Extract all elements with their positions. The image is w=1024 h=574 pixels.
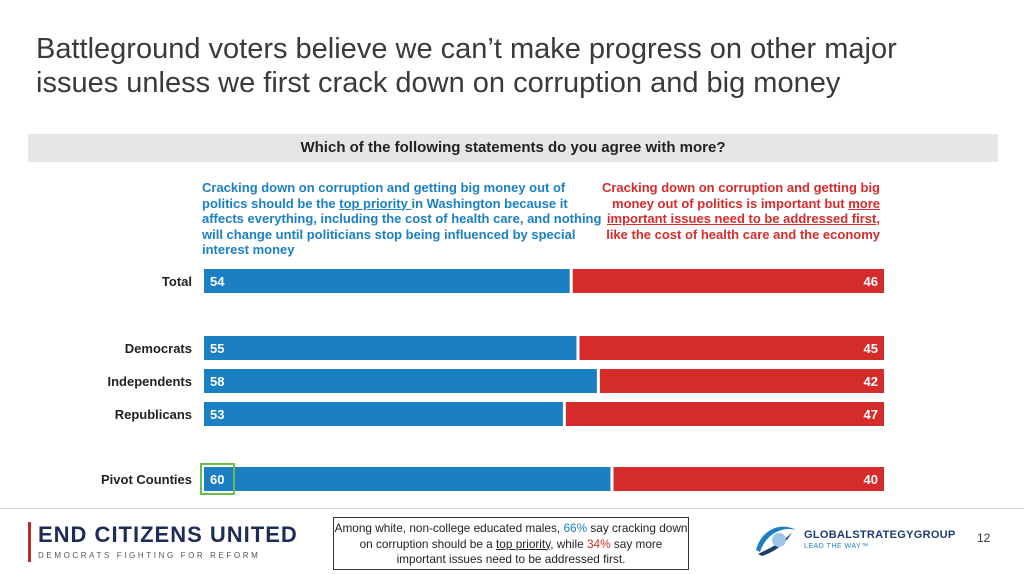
category-label-total: Total (162, 274, 192, 289)
data-label-total-other_issues_first: 46 (864, 274, 878, 289)
statement-left: Cracking down on corruption and getting … (202, 180, 602, 258)
category-label-pivot-counties: Pivot Counties (101, 472, 192, 487)
category-label-democrats: Democrats (125, 341, 192, 356)
question-banner: Which of the following statements do you… (28, 134, 998, 162)
callout-mid2: , while (550, 536, 587, 551)
bar-independents-other_issues_first (599, 369, 884, 393)
highlight-box-pivot-counties (200, 463, 235, 495)
statement-right: Cracking down on corruption and getting … (590, 180, 880, 242)
slide-title: Battleground voters believe we can’t mak… (36, 33, 897, 99)
statement-left-post: in Washington because it affects everyth… (202, 195, 602, 258)
statement-right-emphasis: more important issues need to be address… (606, 195, 880, 227)
bar-republicans-other_issues_first (565, 402, 884, 426)
data-label-independents-top_priority: 58 (210, 374, 224, 389)
data-label-republicans-other_issues_first: 47 (864, 407, 878, 422)
page-number: 12 (977, 531, 991, 545)
statement-left-pre: Cracking down on corruption and getting … (202, 180, 566, 211)
ecu-logo-tagline: DEMOCRATS FIGHTING FOR REFORM (38, 551, 261, 560)
callout-pct-top-priority: 66% (563, 521, 588, 535)
data-label-democrats-top_priority: 55 (210, 341, 224, 356)
bar-democrats-other_issues_first (579, 336, 884, 360)
bar-independents-top_priority (204, 369, 597, 393)
statement-right-pre: Cracking down on corruption and getting … (601, 180, 880, 211)
statement-left-emphasis: top priority (339, 195, 412, 211)
gsg-logo-name: GLOBALSTRATEGYGROUP (804, 529, 956, 541)
bar-democrats-top_priority (204, 336, 577, 360)
callout-pct-other: 34% (586, 536, 611, 551)
bar-total-other_issues_first (572, 269, 884, 293)
category-label-republicans: Republicans (115, 407, 192, 422)
gsg-logo-tagline: LEAD THE WAY™ (804, 543, 869, 550)
callout-mid1: say cracking down on corruption should b… (359, 521, 688, 551)
bar-republicans-top_priority (204, 402, 563, 426)
callout-post: say more important issues need to be add… (396, 536, 663, 567)
statement-right-post: , like the cost of health care and the e… (606, 211, 880, 242)
footer-divider (0, 508, 1024, 509)
data-label-pivot-counties-other_issues_first: 40 (864, 472, 878, 487)
data-label-total-top_priority: 54 (210, 274, 225, 289)
data-label-republicans-top_priority: 53 (210, 407, 224, 422)
callout-emphasis: top priority (496, 536, 551, 551)
category-label-independents: Independents (107, 374, 192, 389)
callout-pre: Among white, non-college educated males, (334, 521, 564, 535)
ecu-logo-accent (28, 522, 31, 562)
data-label-independents-other_issues_first: 42 (864, 374, 878, 389)
bar-total-top_priority (204, 269, 570, 293)
callout-box: Among white, non-college educated males,… (333, 517, 689, 570)
ecu-logo-name: END CITIZENS UNITED (38, 522, 298, 547)
globe-swoosh-icon (756, 526, 796, 556)
bar-pivot-counties-other_issues_first (613, 467, 884, 491)
stacked-bar-chart: Total 54 46 Democrats 55 45 Independents 58 42 Re… (101, 269, 884, 495)
data-label-pivot-counties-top_priority: 60 (210, 472, 224, 487)
data-label-democrats-other_issues_first: 45 (864, 341, 878, 356)
bar-pivot-counties-top_priority (204, 467, 611, 491)
